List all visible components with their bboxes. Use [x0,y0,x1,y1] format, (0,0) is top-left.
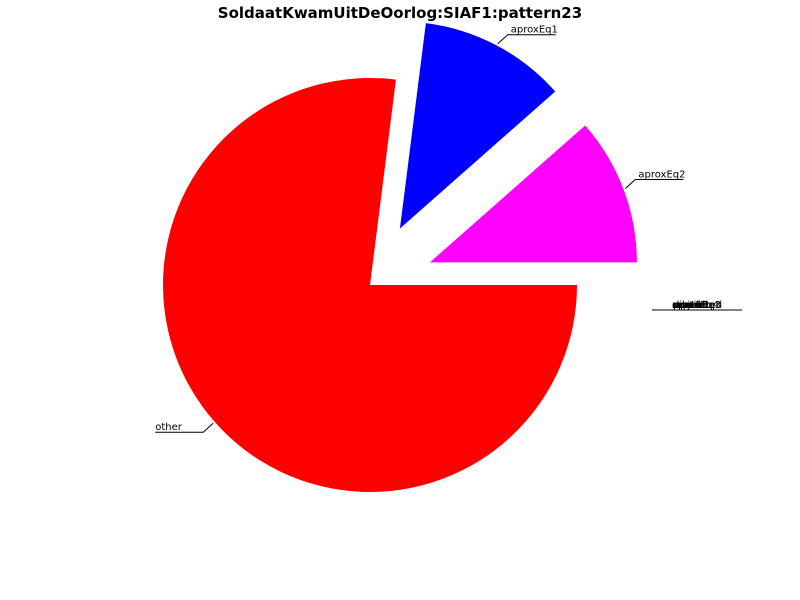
slice-label-aproxeq4: aproxEq4 [672,300,719,311]
slice-label-other: other [155,422,183,433]
label-aproxeq1: aproxEq1 [497,25,558,45]
slice-label-aproxeq1: aproxEq1 [511,25,558,36]
pie-labels: other aproxEq1 aproxEq2 exactequalunrelated… [155,25,742,433]
slice-label-related: related [672,300,707,311]
pie-slices [163,23,637,493]
slice-label-partial: partial [673,300,705,311]
slice-label-equal: equal [673,300,701,311]
label-aproxeq2: aproxEq2 [625,170,686,189]
slice-aproxeq2 [429,125,637,263]
leader-line-aproxeq1 [497,34,556,45]
leader-line-aproxeq2 [625,179,684,189]
label-other: other [155,422,214,433]
slice-label-exact: exact [672,300,700,311]
slice-label-aproxeq3: aproxEq3 [674,300,721,311]
chart-title: SoldaatKwamUitDeOorlog:SIAF1:pattern23 [217,4,583,22]
leader-line-other [155,422,214,433]
slice-label-unrelated: unrelated [674,300,722,311]
slice-aproxeq1 [399,23,556,229]
slice-other [163,78,578,493]
slice-label-disjoint: disjoint [673,300,709,311]
zero-value-labels: exactequalunrelatedrelateddisjointaproxE… [652,300,742,311]
slice-label-aproxeq2: aproxEq2 [638,170,685,181]
